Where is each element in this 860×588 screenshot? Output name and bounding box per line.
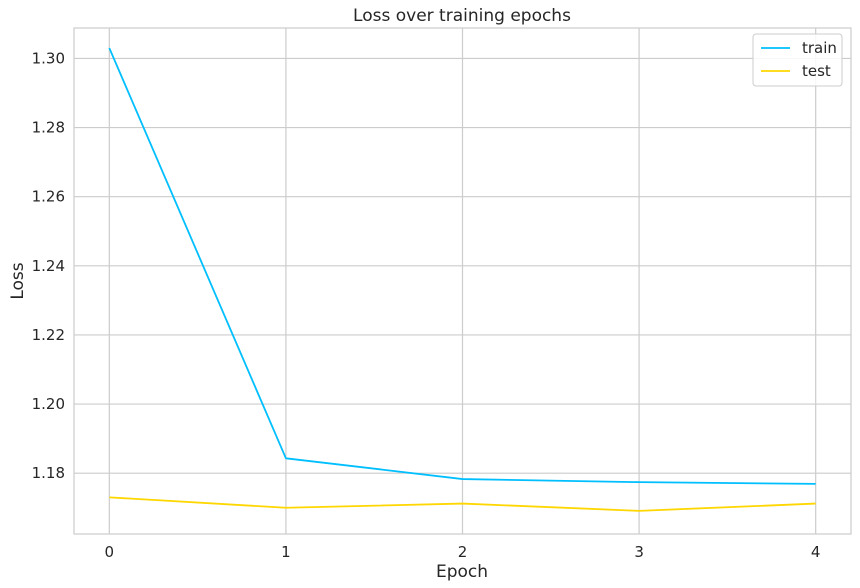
y-tick-label: 1.28 bbox=[32, 119, 65, 137]
y-tick-label: 1.24 bbox=[32, 257, 65, 275]
x-tick-label: 1 bbox=[281, 543, 291, 561]
x-tick-label: 2 bbox=[458, 543, 468, 561]
y-axis-label: Loss bbox=[8, 262, 28, 299]
x-tick-label: 3 bbox=[634, 543, 644, 561]
x-axis-label: Epoch bbox=[436, 562, 488, 582]
series-lines bbox=[108, 47, 816, 512]
x-tick-label: 4 bbox=[811, 543, 821, 561]
y-tick-label: 1.26 bbox=[32, 188, 65, 206]
legend: train test bbox=[752, 33, 843, 87]
y-tick-label: 1.18 bbox=[32, 464, 65, 482]
series-line-test bbox=[109, 496, 816, 512]
x-tick-labels: 0 1 2 3 4 bbox=[105, 543, 821, 561]
legend-label-train: train bbox=[802, 39, 837, 57]
legend-label-test: test bbox=[802, 62, 831, 80]
y-tick-label: 1.20 bbox=[32, 395, 65, 413]
y-tick-labels: 1.18 1.20 1.22 1.24 1.26 1.28 1.30 bbox=[32, 49, 65, 482]
chart-title: Loss over training epochs bbox=[353, 6, 571, 26]
y-tick-label: 1.30 bbox=[32, 49, 65, 67]
legend-box bbox=[752, 33, 843, 87]
y-tick-label: 1.22 bbox=[32, 326, 65, 344]
series-line-train bbox=[108, 47, 816, 485]
x-tick-label: 0 bbox=[105, 543, 115, 561]
